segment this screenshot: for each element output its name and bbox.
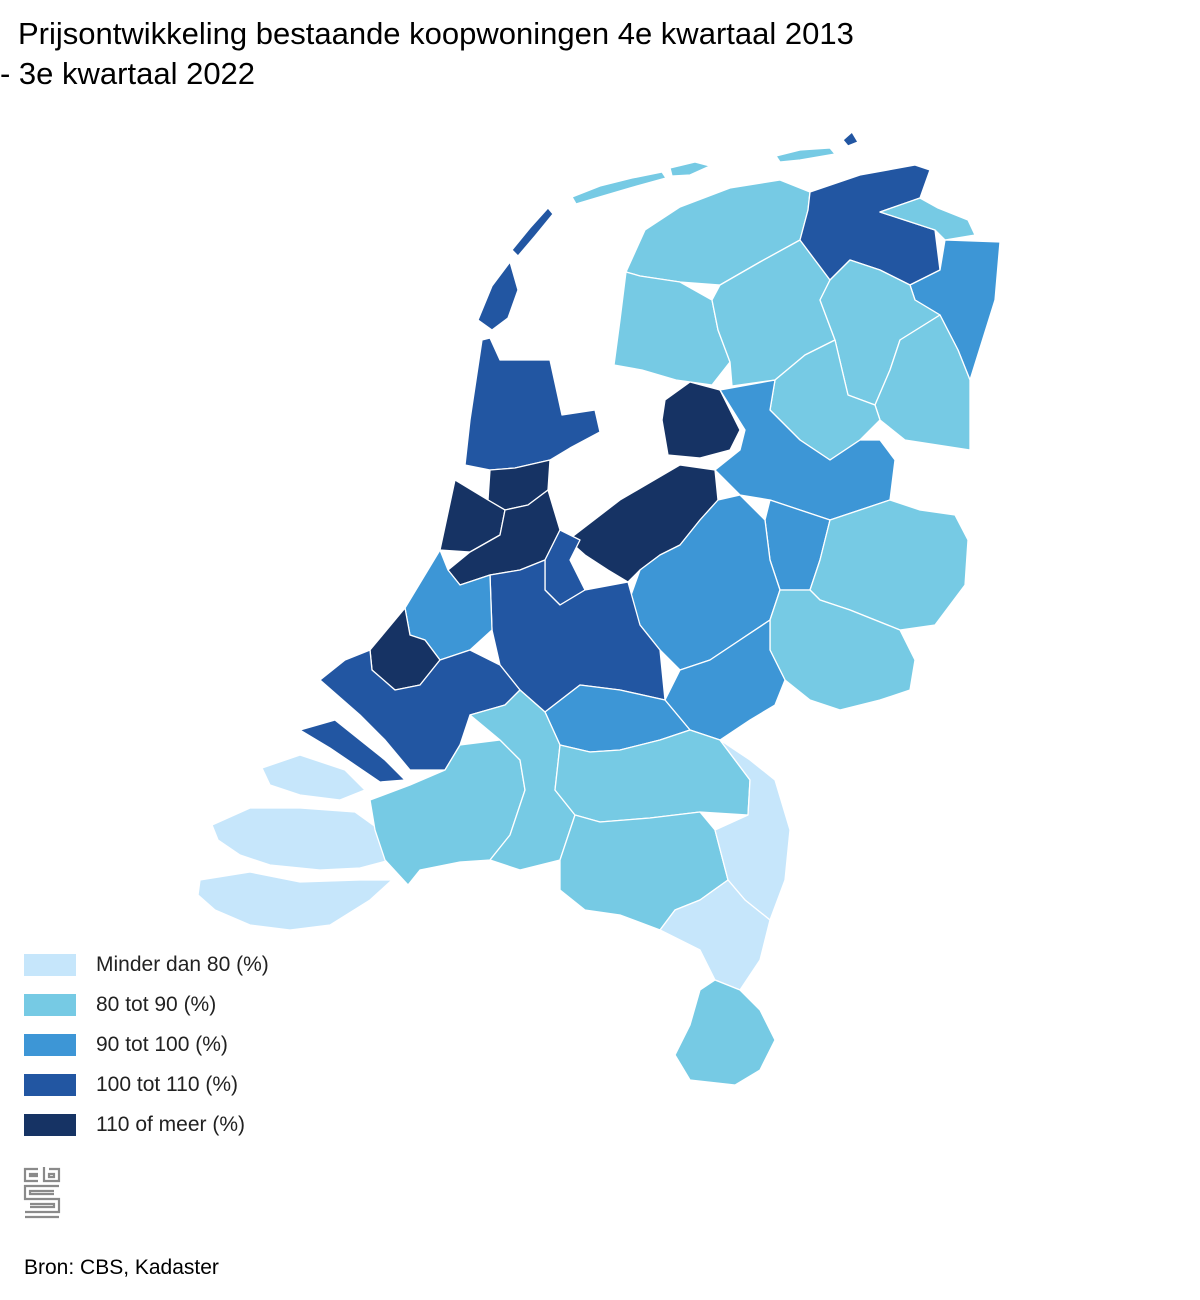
- map-legend: Minder dan 80 (%) 80 tot 90 (%) 90 tot 1…: [24, 945, 269, 1145]
- legend-swatch: [24, 994, 76, 1016]
- region-rottumeroog: [842, 131, 859, 147]
- legend-item: Minder dan 80 (%): [24, 945, 269, 985]
- legend-item: 110 of meer (%): [24, 1105, 269, 1145]
- legend-label: 80 tot 90 (%): [96, 993, 217, 1016]
- legend-label: Minder dan 80 (%): [96, 953, 269, 976]
- region-drenthe-zuidoost: [874, 314, 971, 451]
- region-voorne-putten: [299, 719, 406, 783]
- legend-swatch: [24, 1074, 76, 1096]
- legend-item: 100 tot 110 (%): [24, 1065, 269, 1105]
- region-noord-holland-noord: [464, 337, 601, 471]
- legend-label: 110 of meer (%): [96, 1113, 245, 1136]
- title-line-1: Prijsontwikkeling bestaande koopwoningen…: [18, 16, 854, 51]
- region-noordoostpolder: [661, 381, 741, 459]
- region-walcheren-beveland: [211, 807, 391, 871]
- region-schiermonnikoog: [775, 147, 836, 163]
- legend-item: 80 tot 90 (%): [24, 985, 269, 1025]
- title-line-2: - 3e kwartaal 2022: [0, 56, 256, 91]
- region-friesland-zuidwest: [613, 271, 731, 386]
- region-zeeuws-vlaanderen: [197, 871, 393, 931]
- region-achterhoek: [769, 589, 916, 711]
- legend-label: 90 tot 100 (%): [96, 1033, 228, 1056]
- legend-swatch: [24, 1114, 76, 1136]
- region-delft-westland: [319, 649, 521, 771]
- region-schouwen-duiveland: [261, 754, 366, 801]
- legend-swatch: [24, 1034, 76, 1056]
- legend-swatch: [24, 954, 76, 976]
- legend-label: 100 tot 110 (%): [96, 1073, 239, 1096]
- region-zuid-limburg: [674, 979, 776, 1086]
- region-ameland: [669, 161, 711, 177]
- region-midden-limburg: [659, 879, 771, 991]
- region-texel: [477, 261, 519, 331]
- region-groningen-noordoost: [879, 197, 976, 241]
- source-note: Bron: CBS, Kadaster: [24, 1256, 219, 1279]
- region-terschelling: [571, 171, 667, 205]
- region-vlieland: [511, 207, 554, 257]
- cbs-logo: [23, 1167, 61, 1219]
- legend-item: 90 tot 100 (%): [24, 1025, 269, 1065]
- map-title: Prijsontwikkeling bestaande koopwoningen…: [0, 14, 960, 94]
